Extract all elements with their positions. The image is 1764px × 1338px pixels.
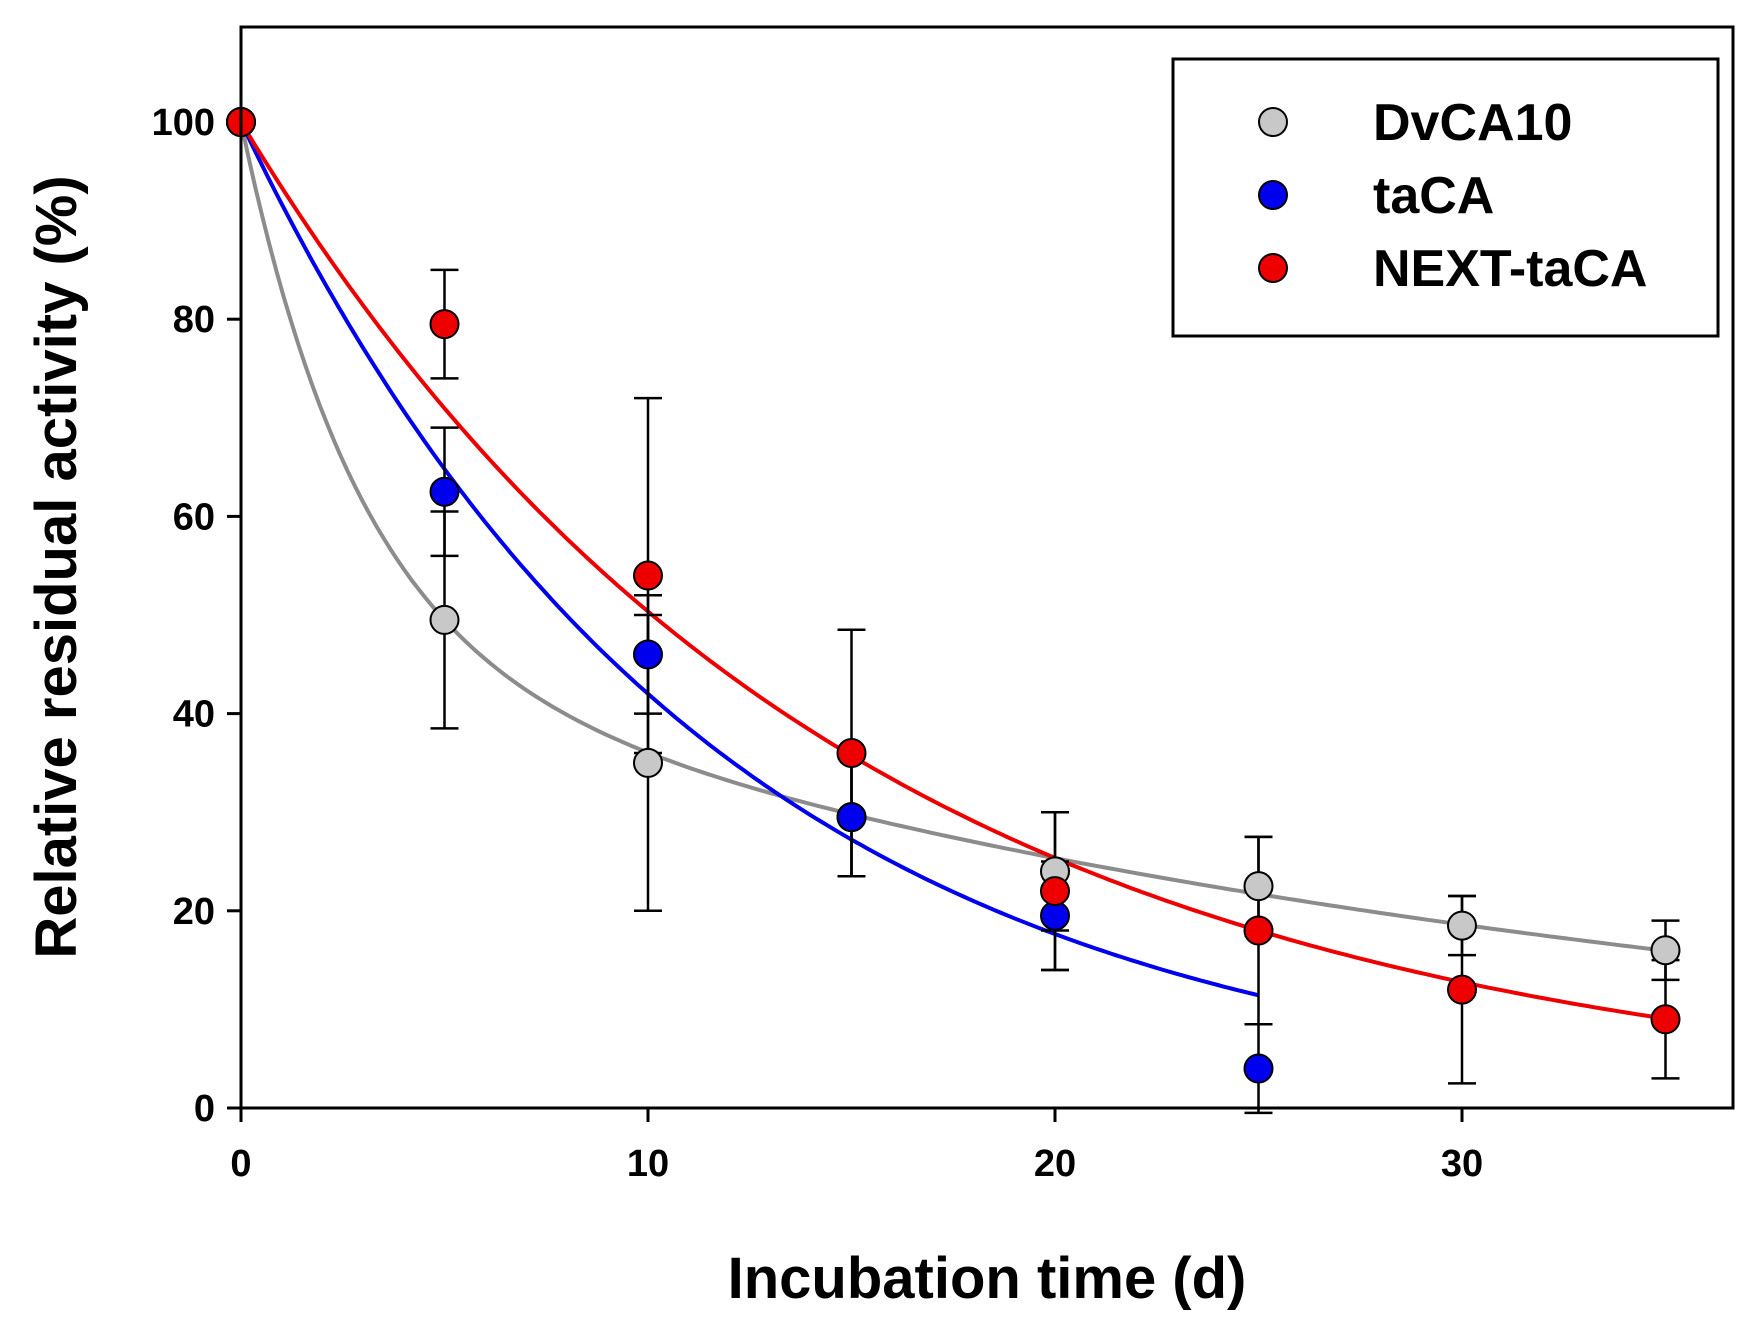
data-point-NEXT-taCA <box>429 309 460 340</box>
legend-label-taCA: taCA <box>1373 167 1494 225</box>
legend-marker-taCA <box>1258 180 1288 210</box>
data-point-taCA <box>429 476 460 507</box>
data-point-DvCA10 <box>429 604 460 635</box>
legend: DvCA10 taCA NEXT-taCA <box>1171 57 1720 338</box>
data-point-DvCA10 <box>633 747 663 778</box>
legend-label-NEXT-taCA: NEXT-taCA <box>1373 240 1647 298</box>
data-point-taCA <box>836 802 867 833</box>
data-point-DvCA10 <box>1447 910 1477 941</box>
x-tick-label: 20 <box>1034 1143 1076 1185</box>
legend-marker-DvCA10 <box>1258 107 1288 137</box>
y-axis-title: Relative residual activity (%) <box>24 175 89 958</box>
x-tick-label: 0 <box>230 1143 251 1185</box>
plot-frame <box>239 25 1735 1110</box>
fit-line-DvCA10 <box>239 121 1666 953</box>
y-tick-label: 0 <box>194 1088 215 1130</box>
y-tick-label: 80 <box>173 299 215 341</box>
data-point-DvCA10 <box>1650 935 1681 966</box>
x-axis-title: Incubation time (d) <box>728 1246 1247 1311</box>
y-tick-label: 20 <box>173 891 215 933</box>
data-point-NEXT-taCA <box>633 560 663 591</box>
data-point-NEXT-taCA <box>1447 974 1477 1005</box>
legend-label-DvCA10: DvCA10 <box>1373 94 1572 152</box>
data-point-DvCA10 <box>1243 871 1274 902</box>
fit-line-taCA <box>239 121 1259 998</box>
data-point-NEXT-taCA <box>1243 915 1274 946</box>
x-tick-label: 30 <box>1441 1143 1483 1185</box>
fit-line-NEXT-taCA <box>239 120 1666 1021</box>
data-point-taCA <box>1243 1053 1274 1084</box>
legend-marker-NEXT-taCA <box>1258 253 1288 283</box>
data-point-NEXT-taCA <box>1650 1004 1681 1035</box>
data-point-NEXT-taCA <box>836 738 867 769</box>
y-tick-label: 60 <box>173 496 215 538</box>
data-point-NEXT-taCA <box>1040 876 1070 907</box>
y-tick-label: 40 <box>173 694 215 736</box>
x-tick-label: 10 <box>627 1143 669 1185</box>
y-tick-label: 100 <box>152 102 215 144</box>
data-point-taCA <box>633 639 663 670</box>
